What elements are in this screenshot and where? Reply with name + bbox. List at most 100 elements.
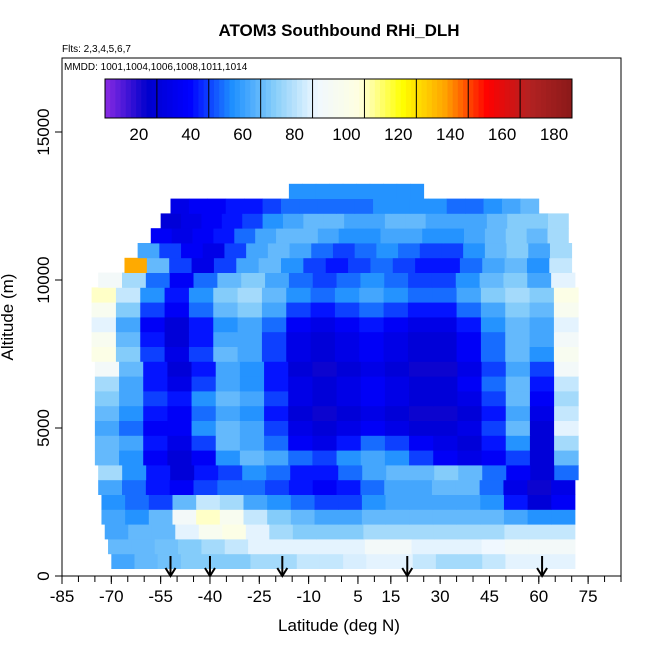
heatmap-cell xyxy=(294,539,319,555)
heatmap-cell xyxy=(520,198,540,214)
heatmap-cell xyxy=(146,465,171,481)
heatmap-cell xyxy=(288,479,314,495)
heatmap-cell xyxy=(456,302,482,318)
heatmap-cell xyxy=(457,524,482,540)
heatmap-cell xyxy=(383,331,409,347)
heatmap-cell xyxy=(264,361,289,377)
heatmap-cell xyxy=(433,376,458,392)
heatmap-cell xyxy=(91,331,117,347)
heatmap-cell xyxy=(384,405,410,421)
colorbar-segment xyxy=(322,79,329,118)
heatmap-cell xyxy=(245,524,270,540)
heatmap-cell xyxy=(224,243,247,259)
heatmap-cell xyxy=(164,331,190,347)
heatmap-cell xyxy=(503,494,529,510)
y-axis: 0 5000 10000 15000 xyxy=(34,108,62,581)
heatmap-cell xyxy=(119,361,144,377)
colorbar-segment xyxy=(437,79,443,118)
heatmap-cell xyxy=(213,346,238,362)
heatmap-cell xyxy=(505,435,531,451)
heatmap-cell xyxy=(140,346,165,362)
heatmap-cell xyxy=(224,539,249,555)
colorbar-segment xyxy=(213,79,220,118)
colorbar-segment xyxy=(463,79,469,118)
colorbar-segment xyxy=(374,79,381,118)
heatmap-cell xyxy=(529,450,555,466)
heatmap-cell xyxy=(213,228,235,244)
heatmap-cell xyxy=(386,465,411,481)
heatmap-cell xyxy=(204,553,228,569)
colorbar-segment xyxy=(219,79,225,118)
heatmap-cell xyxy=(463,228,486,244)
heatmap-cell xyxy=(505,391,531,407)
heatmap-cell xyxy=(463,243,486,259)
heatmap-cell xyxy=(480,302,506,318)
heatmap-cell xyxy=(264,391,289,407)
colorbar-segment xyxy=(188,79,194,118)
heatmap-cell xyxy=(359,228,381,244)
colorbar-segment xyxy=(193,79,199,118)
heatmap-cell xyxy=(169,257,192,273)
heatmap-cell xyxy=(111,553,135,569)
heatmap-cell xyxy=(318,539,342,555)
heatmap-cell xyxy=(446,198,466,214)
heatmap-cell xyxy=(344,213,365,229)
heatmap-cell xyxy=(289,243,312,259)
heatmap-cell xyxy=(432,331,457,347)
heatmap-cell xyxy=(408,479,433,495)
colorbar-segment xyxy=(478,79,485,118)
heatmap-cell xyxy=(98,465,123,481)
heatmap-cell xyxy=(364,213,386,229)
colorbar-segment xyxy=(162,79,168,118)
heatmap-cell xyxy=(137,243,160,259)
chart-subtitle-flights: Flts: 2,3,4,5,6,7 xyxy=(62,44,131,55)
colorbar-segment xyxy=(317,79,324,118)
colorbar-segment xyxy=(385,79,391,118)
heatmap-cell xyxy=(554,361,579,377)
heatmap-cell xyxy=(370,257,394,273)
heatmap-cell xyxy=(529,317,555,333)
heatmap-cell xyxy=(433,405,458,421)
colorbar-segment xyxy=(224,79,231,118)
heatmap-cell xyxy=(432,317,457,333)
heatmap-cell xyxy=(302,183,317,199)
heatmap-cell xyxy=(164,346,190,362)
heatmap-cell xyxy=(529,376,555,392)
heatmap-cell xyxy=(360,435,386,451)
heatmap-cell xyxy=(505,317,530,333)
colorbar-segment xyxy=(468,79,474,118)
colorbar-segment xyxy=(499,79,506,118)
heatmap-cell xyxy=(529,420,555,436)
colorbar-segment xyxy=(359,79,365,118)
colorbar-segment xyxy=(250,79,256,118)
colorbar-tick-label: 160 xyxy=(488,125,516,144)
colorbar-segment xyxy=(255,79,262,118)
heatmap-cell xyxy=(348,257,371,273)
colorbar-segment xyxy=(172,79,179,118)
heatmap-cell xyxy=(217,272,242,288)
heatmap-cell xyxy=(94,405,120,421)
heatmap-cell xyxy=(336,435,362,451)
heatmap-cell xyxy=(292,524,317,540)
heatmap-cell xyxy=(303,257,327,273)
colorbar-segment xyxy=(260,79,267,118)
colorbar: 20 40 60 80 100 120 140 160 180 xyxy=(104,78,573,144)
colorbar-segment xyxy=(291,79,298,118)
heatmap-cell xyxy=(94,435,120,451)
heatmap-cell xyxy=(282,213,304,229)
heatmap-cell xyxy=(529,405,555,421)
heatmap-cell xyxy=(312,479,337,495)
heatmap-cell xyxy=(143,376,168,392)
heatmap-cell xyxy=(527,272,552,288)
heatmap-cell xyxy=(360,272,385,288)
heatmap-cell xyxy=(505,302,530,318)
colorbar-segment xyxy=(546,79,552,118)
heatmap-cell xyxy=(481,435,507,451)
heatmap-cell xyxy=(288,391,313,407)
heatmap-cell xyxy=(188,287,214,303)
heatmap-cell xyxy=(458,539,482,555)
heatmap-cell xyxy=(314,465,339,481)
heatmap-cell xyxy=(431,479,457,495)
heatmap-cell xyxy=(160,213,182,229)
